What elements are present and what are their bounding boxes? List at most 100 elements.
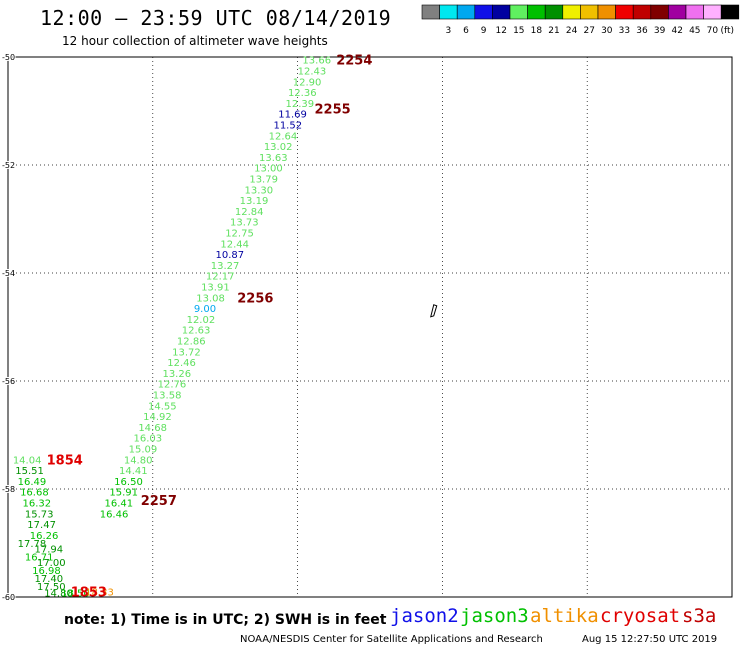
scale-tick-label: 9 xyxy=(481,26,487,36)
wave-height-label: 11.52 xyxy=(273,121,302,132)
wave-height-label: 13.19 xyxy=(240,196,269,207)
wave-height-label: 12.36 xyxy=(288,88,317,99)
wave-height-label: 13.63 xyxy=(259,153,288,164)
wave-height-label: 17.50 xyxy=(37,582,66,593)
scale-tick-label: 6 xyxy=(463,26,469,36)
wave-height-label: 17.78 xyxy=(18,539,47,550)
wave-height-label: 12.17 xyxy=(206,272,235,283)
wave-height-label: 18.33 xyxy=(85,588,114,599)
wave-height-label: 13.58 xyxy=(153,391,182,402)
footer-timestamp: Aug 15 12:27:50 UTC 2019 xyxy=(582,634,718,645)
footer-credit: NOAA/NESDIS Center for Satellite Applica… xyxy=(240,634,543,645)
legend-jason3: jason3 xyxy=(460,605,529,627)
wave-height-label: 13.91 xyxy=(201,283,230,294)
wave-height-label: 14.92 xyxy=(143,412,172,423)
wave-height-label: 12.86 xyxy=(177,337,206,348)
wave-height-label: 14.04 xyxy=(13,455,42,466)
pass-time-label: 2255 xyxy=(314,102,350,117)
pass-time-label: 1853 xyxy=(71,586,107,600)
scale-tick-label: 30 xyxy=(601,26,613,36)
wave-height-label: 18.50 xyxy=(61,589,90,600)
color-scale-bar: 3 6 9 12 15 18 21 24 27 30 33 36 39 42 45 70 (ft) xyxy=(421,4,740,36)
scale-tick-label: 36 xyxy=(636,26,648,36)
wave-height-label: 12.02 xyxy=(187,315,216,326)
wave-height-label: 16.26 xyxy=(30,531,59,542)
wave-height-label: 14.55 xyxy=(148,401,177,412)
wave-height-label: 16.03 xyxy=(133,434,162,445)
y-tick-label: -56 xyxy=(2,377,15,386)
legend-jason2: jason2 xyxy=(390,605,459,627)
pass-time-label: 1854 xyxy=(47,453,83,468)
wave-height-label: 9.00 xyxy=(194,304,216,315)
scale-tick-label: 39 xyxy=(654,26,666,36)
wave-height-label: 14.41 xyxy=(119,466,148,477)
wave-height-label: 16.68 xyxy=(20,488,49,499)
plot-frame xyxy=(7,56,733,598)
wave-height-label: 13.66 xyxy=(302,56,331,67)
wave-height-label: 13.26 xyxy=(162,369,191,380)
y-tick-label: -52 xyxy=(2,161,15,170)
scale-tick-label: 33 xyxy=(619,26,630,36)
footer-note: note: 1) Time is in UTC; 2) SWH is in fe… xyxy=(64,612,387,628)
scale-unit-label: (ft) xyxy=(720,26,734,36)
wave-height-label: 12.84 xyxy=(235,207,264,218)
wave-height-label: 13.08 xyxy=(196,293,225,304)
scale-tick-label: 27 xyxy=(583,26,594,36)
wave-height-label: 13.30 xyxy=(245,185,274,196)
map-plot: 150153156159162165-50-52-54-56-58-6013.6… xyxy=(1,52,733,600)
wave-height-label: 16.32 xyxy=(22,499,51,510)
wave-height-label: 12.64 xyxy=(269,131,298,142)
scale-tick-label: 18 xyxy=(531,26,543,36)
island-outline xyxy=(430,304,438,318)
y-tick-label: -54 xyxy=(2,269,15,278)
wave-height-label: 15.91 xyxy=(109,488,138,499)
wave-height-label: 17.40 xyxy=(35,574,64,585)
scale-tick-label: 42 xyxy=(671,26,682,36)
wave-height-label: 14.80 xyxy=(124,455,153,466)
wave-height-label: 13.02 xyxy=(264,142,293,153)
y-tick-label: -60 xyxy=(2,593,15,600)
pass-time-label: 2256 xyxy=(237,291,273,306)
wave-height-label: 12.44 xyxy=(220,239,249,250)
wave-height-label: 13.00 xyxy=(254,164,283,175)
legend-cryosat: cryosat xyxy=(600,605,681,627)
wave-height-label: 13.72 xyxy=(172,347,201,358)
wave-height-label: 12.63 xyxy=(182,326,211,337)
wave-height-label: 14.80 xyxy=(44,589,73,600)
wave-height-label: 10.87 xyxy=(216,250,245,261)
wave-height-label: 11.69 xyxy=(278,110,307,121)
scale-tick-label: 3 xyxy=(446,26,452,36)
scale-tick-label: 24 xyxy=(566,26,578,36)
y-tick-label: -50 xyxy=(2,53,15,62)
legend-s3a: s3a xyxy=(682,605,717,627)
wave-height-label: 12.76 xyxy=(158,380,187,391)
wave-height-label: 16.50 xyxy=(114,477,143,488)
wave-height-label: 12.39 xyxy=(286,99,315,110)
wave-height-label: 15.51 xyxy=(15,466,44,477)
scale-tick-label: 12 xyxy=(495,26,506,36)
wave-height-label: 12.90 xyxy=(293,77,322,88)
wave-height-label: 16.71 xyxy=(25,553,54,564)
scale-swatch xyxy=(720,4,740,20)
wave-height-label: 14.68 xyxy=(138,423,167,434)
pass-time-label: 2254 xyxy=(336,54,372,69)
wave-height-label: 15.73 xyxy=(25,509,54,520)
wave-height-label: 17.00 xyxy=(37,558,66,569)
page-title: 12:00 – 23:59 UTC 08/14/2019 xyxy=(40,6,392,30)
wave-height-label: 15.09 xyxy=(129,445,158,456)
wave-height-label: 13.79 xyxy=(249,175,278,186)
scale-tick-label: 70 xyxy=(707,26,719,36)
pass-time-label: 2257 xyxy=(141,494,177,509)
wave-height-label: 13.73 xyxy=(230,218,259,229)
wave-height-label: 16.49 xyxy=(18,477,47,488)
legend-altika: altika xyxy=(530,605,599,627)
page-subtitle: 12 hour collection of altimeter wave hei… xyxy=(62,34,328,48)
scale-tick-label: 15 xyxy=(513,26,524,36)
scale-tick-label: 45 xyxy=(689,26,700,36)
wave-height-label: 17.47 xyxy=(27,520,56,531)
wave-height-label: 17.94 xyxy=(35,544,64,555)
wave-height-label: 16.98 xyxy=(32,566,61,577)
wave-height-label: 16.41 xyxy=(105,499,134,510)
y-tick-label: -58 xyxy=(2,485,15,494)
wave-height-label: 13.27 xyxy=(211,261,240,272)
